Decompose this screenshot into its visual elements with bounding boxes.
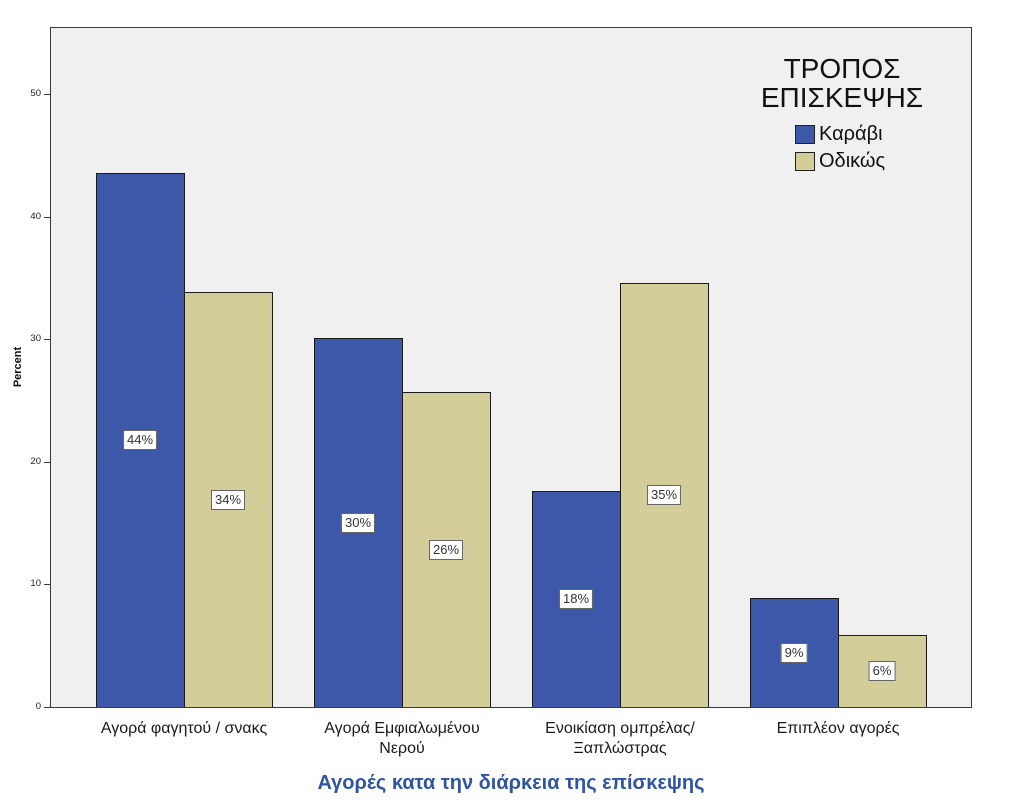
- y-tick-label-4: 40: [30, 211, 41, 222]
- data-label-series1-category2: 30%: [340, 512, 376, 533]
- data-label-series2-category2: 26%: [428, 539, 464, 560]
- data-label-series1-category3: 18%: [558, 589, 594, 609]
- x-tick-label-4: Επιπλέον αγορές: [776, 720, 900, 737]
- data-label-series2-category4: 6%: [868, 661, 896, 681]
- plot-frame: [50, 27, 972, 708]
- x-tick-label-2: Αγορά Εμφιαλωμένου Νερού: [324, 720, 480, 757]
- y-tick-label-0: 0: [35, 701, 41, 712]
- legend-label-2: Οδικώς: [819, 150, 886, 172]
- legend-swatch-1: [795, 124, 815, 144]
- y-axis-title: Percent: [12, 346, 24, 388]
- legend-item-2: Οδικώς: [795, 150, 885, 172]
- y-axis-ticks: [44, 94, 51, 708]
- y-tick-label-5: 50: [30, 88, 41, 99]
- legend-swatch-2: [795, 151, 815, 171]
- x-tick-label-3: Ενοικίαση ομπρέλας/Ξαπλώστρας: [545, 720, 695, 757]
- y-tick-label-1: 10: [30, 578, 41, 589]
- legend-label-1: Καράβι: [819, 123, 883, 145]
- y-tick-label-2: 20: [30, 456, 41, 467]
- legend-item-1: Καράβι: [795, 123, 883, 145]
- x-tick-label-1: Αγορά φαγητού / σνακς: [100, 720, 268, 737]
- data-label-series1-category1: 44%: [122, 430, 158, 450]
- data-label-series2-category3: 35%: [646, 485, 682, 505]
- data-label-series1-category4: 9%: [780, 642, 808, 663]
- legend-title: ΤΡΟΠΟΣ ΕΠΙΣΚΕΨΗΣ: [760, 53, 924, 113]
- y-tick-label-3: 30: [30, 333, 41, 344]
- data-label-series2-category1: 34%: [210, 489, 246, 510]
- x-axis-title: Αγορές κατα την διάρκεια της επίσκεψης: [317, 772, 705, 794]
